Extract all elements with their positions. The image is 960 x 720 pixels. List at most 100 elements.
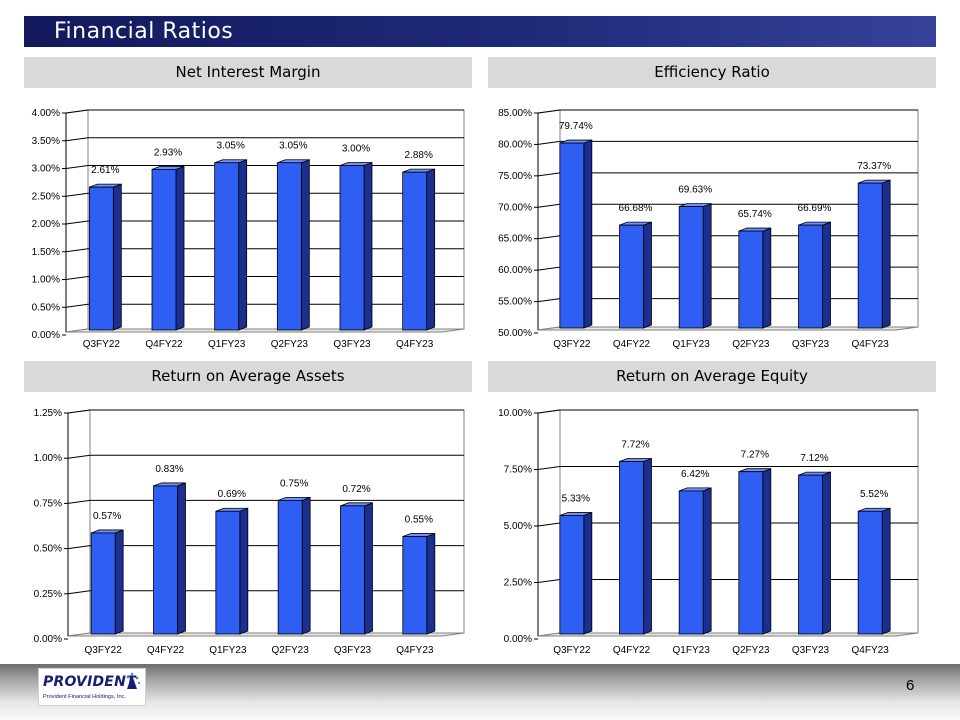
x-tick-label: Q4FY23 — [852, 645, 890, 656]
data-label: 3.05% — [216, 141, 244, 152]
return-on-average-assets-chart: 0.00% 0.25% 0.50% 0.75% 1.00% 1.25% 0.57% Q3FY2… — [34, 408, 465, 656]
bar — [214, 162, 240, 331]
bar-side — [112, 183, 122, 331]
y-tick-label: 80.00% — [498, 139, 532, 150]
bar — [215, 510, 241, 635]
bar — [153, 485, 178, 635]
x-tick-label: Q4FY23 — [396, 645, 434, 656]
bar-side — [300, 159, 310, 331]
bar — [340, 505, 365, 635]
data-label: 73.37% — [857, 161, 891, 172]
data-label: 0.83% — [155, 464, 183, 475]
data-label: 3.05% — [279, 141, 307, 152]
gridline-side — [65, 165, 89, 169]
gridline-side — [537, 172, 561, 177]
y-tick-label: 0.00% — [34, 634, 62, 645]
gridline-side — [65, 303, 89, 308]
bar-side — [364, 502, 373, 635]
bar — [798, 224, 823, 329]
bar — [559, 515, 585, 635]
bar-side — [426, 168, 436, 331]
data-label: 0.72% — [342, 484, 370, 495]
bar — [857, 182, 883, 329]
gridline-side — [537, 109, 561, 114]
data-label: 2.88% — [404, 150, 432, 161]
data-label: 79.74% — [559, 121, 593, 132]
bar — [738, 230, 764, 329]
data-label: 3.00% — [342, 144, 370, 155]
bar — [276, 162, 302, 331]
gridline-side — [65, 248, 89, 253]
bar — [678, 490, 704, 635]
data-label: 0.75% — [280, 478, 308, 489]
bar — [90, 532, 116, 635]
bar-side — [762, 468, 772, 635]
x-tick-label: Q4FY22 — [147, 645, 185, 656]
bar — [277, 500, 303, 635]
bar-side — [238, 159, 248, 331]
bar-side — [177, 482, 186, 635]
y-tick-label: 7.50% — [504, 465, 532, 476]
y-tick-label: 70.00% — [498, 202, 532, 213]
bar — [339, 165, 365, 331]
x-tick-label: Q1FY23 — [208, 339, 246, 350]
gridline-side — [65, 137, 89, 142]
gridline-side — [537, 522, 561, 527]
x-tick-label: Q2FY23 — [272, 645, 310, 656]
x-tick-label: Q2FY23 — [732, 339, 770, 350]
gridline-side — [67, 590, 91, 595]
x-tick-label: Q3FY22 — [553, 645, 591, 656]
bar-side — [114, 529, 124, 635]
page-title: Financial Ratios — [54, 19, 234, 44]
bar-side — [702, 487, 712, 635]
bar — [619, 224, 644, 329]
bar — [402, 536, 428, 635]
gridline-side — [537, 235, 561, 240]
y-tick-label: 85.00% — [498, 108, 532, 119]
gridline-side — [537, 266, 561, 271]
x-tick-label: Q3FY23 — [334, 645, 372, 656]
bar-side — [239, 507, 249, 635]
data-label: 7.72% — [621, 440, 649, 451]
logo-subtitle: Provident Financial Holdings, Inc. — [43, 694, 127, 700]
bar — [619, 461, 644, 635]
bar — [559, 142, 585, 329]
back-wall — [89, 409, 465, 634]
gridline-side — [67, 545, 91, 550]
y-tick-label: 5.00% — [504, 521, 532, 532]
gridline-side — [537, 140, 561, 145]
y-tick-label: 75.00% — [498, 171, 532, 182]
bar-side — [881, 179, 891, 329]
y-tick-label: 4.00% — [32, 108, 60, 119]
x-tick-label: Q3FY22 — [553, 339, 591, 350]
footer-bar — [0, 664, 960, 720]
gridline-side — [67, 499, 91, 504]
y-tick-label: 65.00% — [498, 234, 532, 245]
y-tick-label: 2.50% — [32, 191, 60, 202]
data-label: 2.93% — [154, 147, 182, 158]
data-label: 65.74% — [738, 209, 772, 220]
page-number: 6 — [906, 677, 915, 694]
data-label: 0.69% — [218, 489, 246, 500]
bar-side — [881, 507, 891, 635]
y-tick-label: 60.00% — [498, 265, 532, 276]
gridline-side — [537, 409, 561, 414]
gridline-side — [537, 298, 561, 303]
data-label: 66.69% — [798, 203, 832, 214]
data-label: 7.12% — [800, 453, 828, 464]
data-label: 0.57% — [93, 511, 121, 522]
gridline-side — [537, 203, 561, 208]
title-bar: Financial Ratios — [24, 16, 936, 47]
x-tick-label: Q1FY23 — [673, 339, 711, 350]
y-tick-label: 2.00% — [32, 219, 60, 230]
bar-side — [301, 496, 311, 635]
bar — [151, 168, 177, 331]
y-tick-label: 0.75% — [34, 498, 62, 509]
bar-side — [643, 221, 652, 329]
x-tick-label: Q3FY22 — [83, 339, 121, 350]
y-tick-label: 50.00% — [498, 328, 532, 339]
gridline-side — [67, 454, 91, 459]
bar — [738, 471, 764, 635]
data-label: 7.27% — [741, 450, 769, 461]
gridline-side — [65, 109, 89, 114]
